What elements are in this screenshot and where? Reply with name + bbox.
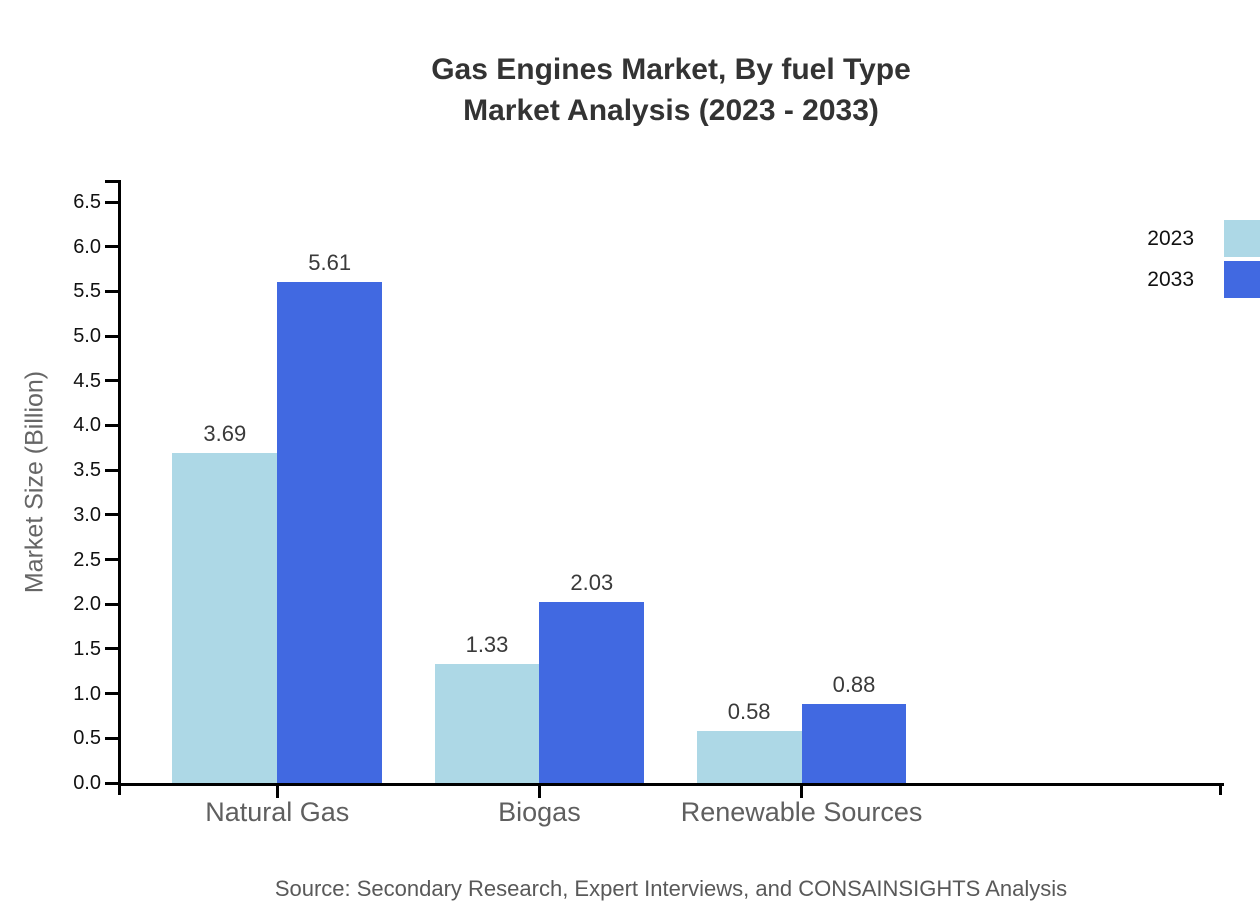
y-tick-label: 4.0 <box>73 414 101 437</box>
y-tick-label: 5.0 <box>73 325 101 348</box>
bar-value-label-2023-biogas: 1.33 <box>465 632 509 658</box>
legend-label-2023: 2023 <box>1147 226 1194 250</box>
y-tick <box>105 736 118 740</box>
legend: 2023 2033 <box>1147 220 1260 298</box>
y-tick-label: 5.5 <box>73 280 101 303</box>
y-tick-label: 2.0 <box>73 593 101 616</box>
category-label-biogas: Biogas <box>498 797 581 827</box>
bar-value-label-2033-biogas: 2.03 <box>570 569 614 595</box>
y-axis-spine <box>118 180 121 795</box>
y-tick-label: 4.5 <box>73 369 101 392</box>
y-tick-label: 1.5 <box>73 637 101 660</box>
y-tick <box>105 513 118 517</box>
y-tick <box>105 423 118 427</box>
legend-row-2033: 2033 <box>1147 261 1260 298</box>
bar-2033-natural-gas <box>277 281 383 783</box>
y-tick-label: 3.0 <box>73 503 101 526</box>
y-tick <box>105 781 118 785</box>
legend-row-2023: 2023 <box>1147 220 1260 257</box>
legend-swatch-2023 <box>1224 220 1260 257</box>
bar-2033-renewable-sources <box>801 704 907 783</box>
bar-value-label-2033-renewable-sources: 0.88 <box>832 672 876 698</box>
y-tick <box>105 379 118 383</box>
x-axis-right-cap-icon <box>1219 786 1222 795</box>
chart-title-line1: Gas Engines Market, By fuel Type <box>431 53 911 86</box>
source-note: Source: Secondary Research, Expert Inter… <box>274 876 1068 901</box>
y-tick-label: 6.0 <box>73 235 101 258</box>
y-tick <box>105 334 118 338</box>
y-tick <box>105 200 118 204</box>
x-axis-line <box>118 783 1224 786</box>
x-tick <box>275 786 279 798</box>
legend-swatch-2033 <box>1224 261 1260 298</box>
category-label-natural-gas: Natural Gas <box>205 797 350 827</box>
legend-label-2033: 2033 <box>1147 267 1194 291</box>
y-tick-label: 1.0 <box>73 682 101 705</box>
y-tick-label: 2.5 <box>73 548 101 571</box>
chart-title: Gas Engines Market, By fuel Type Market … <box>120 49 1222 131</box>
bar-value-label-2023-natural-gas: 3.69 <box>203 421 247 447</box>
chart-title-line2: Market Analysis (2023 - 2033) <box>463 94 879 127</box>
y-tick <box>105 602 118 606</box>
y-axis-top-cap-icon <box>105 180 121 183</box>
y-tick <box>105 558 118 562</box>
bar-2023-biogas <box>434 664 540 783</box>
y-tick-label: 0.0 <box>73 772 101 794</box>
y-tick-label: 0.5 <box>73 727 101 750</box>
x-tick <box>537 786 541 798</box>
x-tick <box>800 786 804 798</box>
bar-2023-renewable-sources <box>696 731 802 783</box>
category-label-renewable-sources: Renewable Sources <box>680 797 923 827</box>
bar-2023-natural-gas <box>172 453 278 783</box>
y-tick-label: 3.5 <box>73 459 101 482</box>
bar-value-label-2023-renewable-sources: 0.58 <box>727 699 771 725</box>
y-tick-label: 6.5 <box>73 191 101 213</box>
y-tick <box>105 289 118 293</box>
y-tick <box>105 468 118 472</box>
y-tick <box>105 647 118 651</box>
bar-2033-biogas <box>539 601 645 783</box>
bar-value-label-2033-natural-gas: 5.61 <box>308 249 352 275</box>
y-tick <box>105 692 118 696</box>
y-tick <box>105 245 118 249</box>
